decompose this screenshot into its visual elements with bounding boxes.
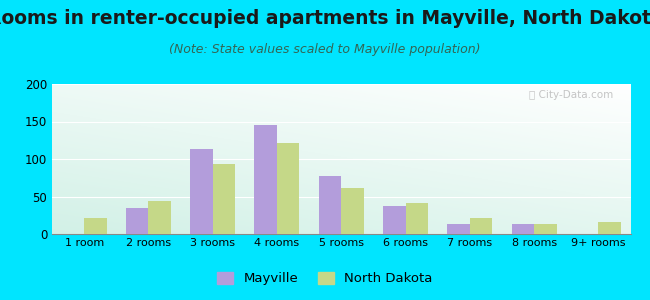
Bar	[148, 201, 171, 234]
Bar	[512, 224, 534, 234]
Bar	[255, 125, 277, 234]
Bar	[406, 203, 428, 234]
Bar	[126, 208, 148, 234]
Bar	[383, 206, 406, 234]
Text: Ⓞ City-Data.com: Ⓞ City-Data.com	[529, 90, 613, 100]
Bar	[84, 218, 107, 234]
Legend: Mayville, North Dakota: Mayville, North Dakota	[212, 266, 438, 290]
Bar	[599, 222, 621, 234]
Bar	[341, 188, 364, 234]
Bar	[447, 224, 470, 234]
Bar	[190, 149, 213, 234]
Text: Rooms in renter-occupied apartments in Mayville, North Dakota: Rooms in renter-occupied apartments in M…	[0, 9, 650, 28]
Bar	[213, 164, 235, 234]
Text: (Note: State values scaled to Mayville population): (Note: State values scaled to Mayville p…	[169, 44, 481, 56]
Bar	[318, 176, 341, 234]
Bar	[277, 142, 300, 234]
Bar	[470, 218, 492, 234]
Bar	[534, 224, 556, 234]
